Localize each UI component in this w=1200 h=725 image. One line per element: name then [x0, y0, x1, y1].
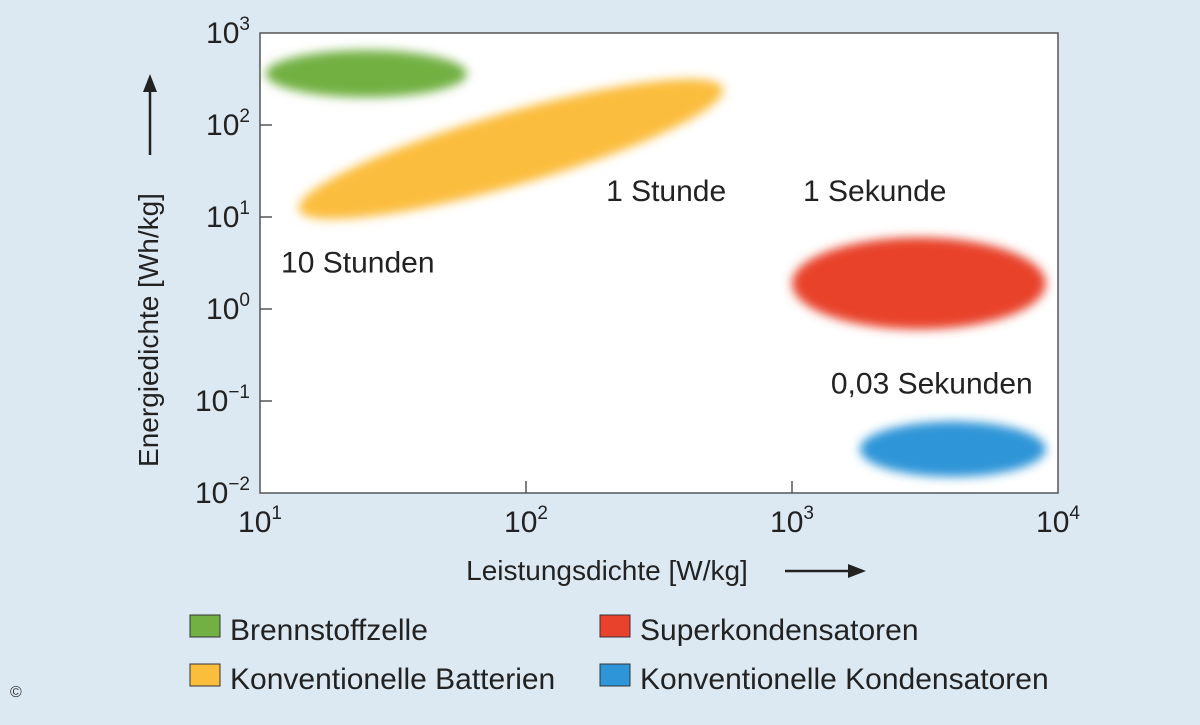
legend-swatch-superkondensatoren: [599, 614, 631, 638]
x-tick-label: 104: [1036, 503, 1080, 539]
y-tick-label: 102: [206, 106, 250, 142]
y-tick-label: 10−1: [195, 382, 250, 418]
legend-label-superkondensatoren: Superkondensatoren: [640, 614, 919, 647]
region-konventionelle-batterien: [298, 79, 724, 220]
legend-label-konventionelle-batterien: Konventionelle Batterien: [230, 663, 555, 696]
y-tick-label: 103: [206, 14, 250, 50]
annotation-10-stunden: 10 Stunden: [281, 246, 434, 279]
y-tick-label: 101: [206, 198, 250, 234]
legend-label-konventionelle-kondensatoren: Konventionelle Kondensatoren: [640, 663, 1049, 696]
legend-swatch-konventionelle-batterien: [189, 663, 221, 687]
legend-swatch-konventionelle-kondensatoren: [599, 663, 631, 687]
x-tick-label: 102: [504, 503, 548, 539]
legend-label-brennstoffzelle: Brennstoffzelle: [230, 614, 428, 647]
x-axis-arrow: [785, 564, 866, 578]
y-tick-label: 100: [206, 290, 250, 326]
x-tick-label: 103: [770, 503, 814, 539]
x-tick-label: 101: [238, 503, 282, 539]
annotation-1-sekunde: 1 Sekunde: [803, 175, 946, 208]
annotation-1-stunde: 1 Stunde: [606, 175, 726, 208]
annotation-0-03-sekunden: 0,03 Sekunden: [831, 368, 1033, 401]
y-tick-label: 10−2: [195, 474, 250, 510]
y-axis-label: Energiedichte [Wh/kg]: [133, 193, 164, 467]
region-superkondensatoren: [792, 237, 1046, 330]
y-axis-arrow: [143, 74, 157, 155]
region-konventionelle-kondensatoren: [859, 421, 1046, 477]
legend: Brennstoffzelle Konventionelle Batterien S…: [189, 614, 1049, 696]
legend-swatch-brennstoffzelle: [189, 614, 221, 638]
x-axis-label: Leistungsdichte [W/kg]: [466, 555, 748, 586]
region-brennstoffzelle: [265, 50, 467, 98]
copyright-mark: ©: [10, 684, 22, 701]
